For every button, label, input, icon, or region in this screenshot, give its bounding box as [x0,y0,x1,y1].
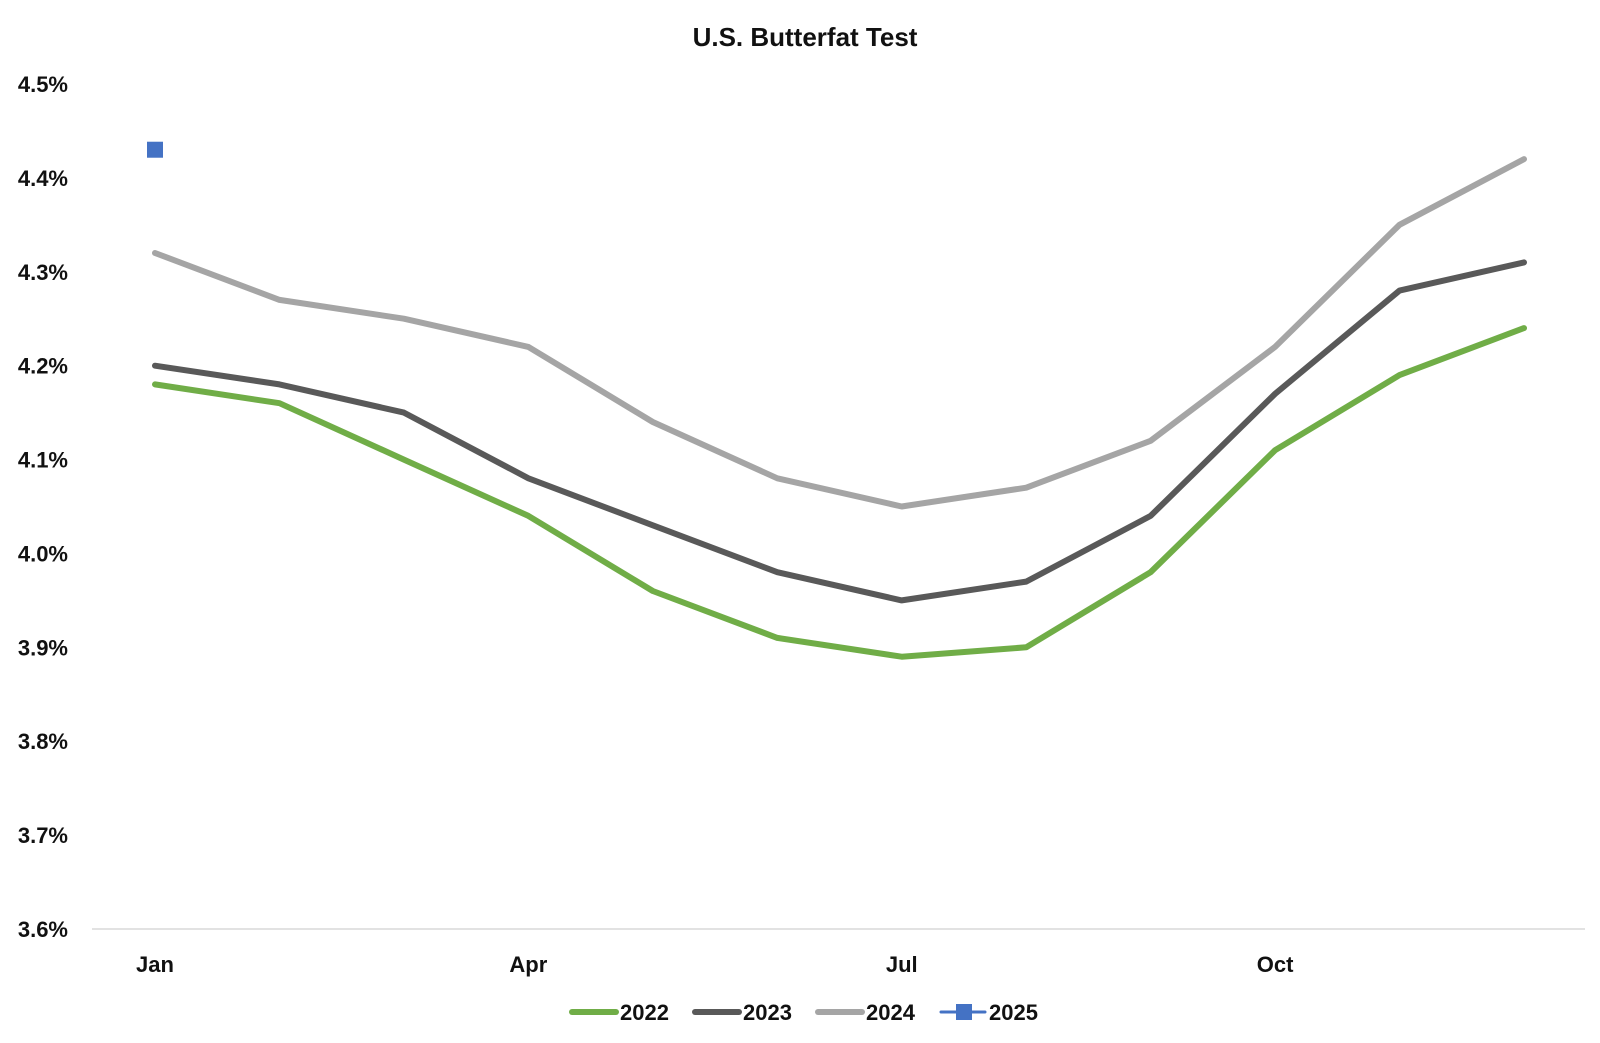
y-tick-label: 3.7% [18,823,68,848]
y-axis: 3.6% 3.7% 3.8% 3.9% 4.0% 4.1% 4.2% 4.3% 4.4% 4.5% [18,72,68,942]
legend-item-2023: 2023 [692,1000,792,1025]
legend-item-2025: 2025 [939,1000,1038,1025]
y-tick-label: 4.0% [18,541,68,566]
legend-item-2022: 2022 [569,1000,669,1025]
legend-item-2024: 2024 [815,1000,916,1025]
data-point-2025 [147,141,163,158]
y-tick-label: 4.5% [18,72,68,97]
y-tick-label: 4.3% [18,260,68,285]
x-tick-label: Jan [136,952,174,977]
y-tick-label: 4.1% [18,448,68,473]
series-line-2024 [152,156,1527,510]
y-tick-label: 3.6% [18,917,68,942]
chart-title: U.S. Butterfat Test [693,22,918,52]
y-tick-label: 4.2% [18,354,68,379]
y-tick-label: 3.8% [18,729,68,754]
series-2022 [152,325,1527,660]
series-2025 [147,141,163,158]
series-layer [147,141,1527,660]
legend: 2022 2023 2024 2025 [569,1000,1038,1025]
y-tick-label: 4.4% [18,166,68,191]
legend-label: 2025 [989,1000,1038,1025]
legend-label: 2023 [743,1000,792,1025]
series-2024 [152,156,1527,510]
x-tick-label: Apr [509,952,547,977]
x-tick-label: Jul [886,952,918,977]
series-line-2023 [152,259,1527,604]
x-tick-label: Oct [1257,952,1294,977]
legend-label: 2024 [866,1000,916,1025]
legend-label: 2022 [620,1000,669,1025]
series-2023 [152,259,1527,604]
x-axis: Jan Apr Jul Oct [92,928,1585,977]
y-tick-label: 3.9% [18,635,68,660]
legend-marker [956,1004,972,1020]
series-line-2022 [152,325,1527,660]
